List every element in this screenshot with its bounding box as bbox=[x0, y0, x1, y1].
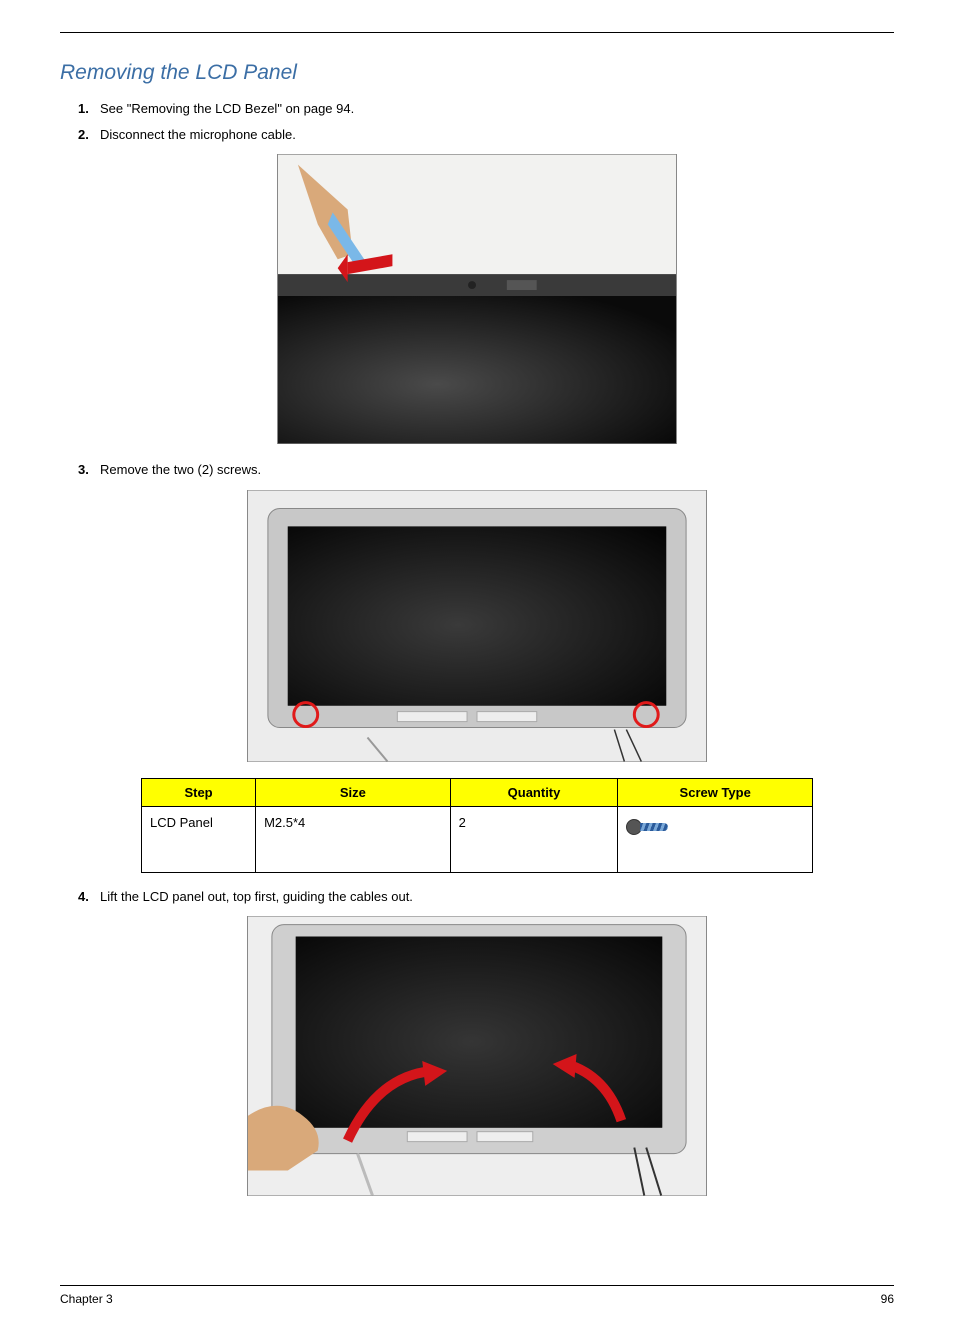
step-text: See "Removing the LCD Bezel" on page 94. bbox=[100, 99, 894, 119]
th-screw-type: Screw Type bbox=[618, 778, 813, 806]
step-4: 4. Lift the LCD panel out, top first, gu… bbox=[78, 887, 894, 907]
screw-icon bbox=[626, 815, 672, 841]
step-2: 2. Disconnect the microphone cable. bbox=[78, 125, 894, 145]
step-3: 3. Remove the two (2) screws. bbox=[78, 460, 894, 480]
td-screw-icon bbox=[618, 806, 813, 872]
step-list: 1. See "Removing the LCD Bezel" on page … bbox=[78, 99, 894, 144]
footer-page-number: 96 bbox=[881, 1292, 894, 1306]
page-footer: Chapter 3 96 bbox=[60, 1285, 894, 1306]
figure-lift-panel bbox=[247, 916, 707, 1196]
photo-placeholder bbox=[248, 491, 706, 761]
step-number: 4. bbox=[78, 887, 100, 907]
th-size: Size bbox=[256, 778, 451, 806]
figure-microphone-cable bbox=[277, 154, 677, 444]
screw-table: Step Size Quantity Screw Type LCD Panel … bbox=[141, 778, 813, 873]
step-number: 2. bbox=[78, 125, 100, 145]
top-horizontal-rule bbox=[60, 32, 894, 33]
photo-placeholder bbox=[248, 917, 706, 1195]
td-size: M2.5*4 bbox=[256, 806, 451, 872]
table-header-row: Step Size Quantity Screw Type bbox=[142, 778, 813, 806]
section-heading: Removing the LCD Panel bbox=[60, 61, 894, 85]
th-step: Step bbox=[142, 778, 256, 806]
figure-remove-screws bbox=[247, 490, 707, 762]
step-list: 4. Lift the LCD panel out, top first, gu… bbox=[78, 887, 894, 907]
step-1: 1. See "Removing the LCD Bezel" on page … bbox=[78, 99, 894, 119]
step-list: 3. Remove the two (2) screws. bbox=[78, 460, 894, 480]
step-text: Lift the LCD panel out, top first, guidi… bbox=[100, 887, 894, 907]
step-text: Disconnect the microphone cable. bbox=[100, 125, 894, 145]
footer-chapter: Chapter 3 bbox=[60, 1292, 113, 1306]
step-number: 1. bbox=[78, 99, 100, 119]
td-qty: 2 bbox=[450, 806, 618, 872]
step-text: Remove the two (2) screws. bbox=[100, 460, 894, 480]
step-number: 3. bbox=[78, 460, 100, 480]
td-step: LCD Panel bbox=[142, 806, 256, 872]
th-quantity: Quantity bbox=[450, 778, 618, 806]
photo-placeholder bbox=[278, 155, 676, 443]
table-row: LCD Panel M2.5*4 2 bbox=[142, 806, 813, 872]
